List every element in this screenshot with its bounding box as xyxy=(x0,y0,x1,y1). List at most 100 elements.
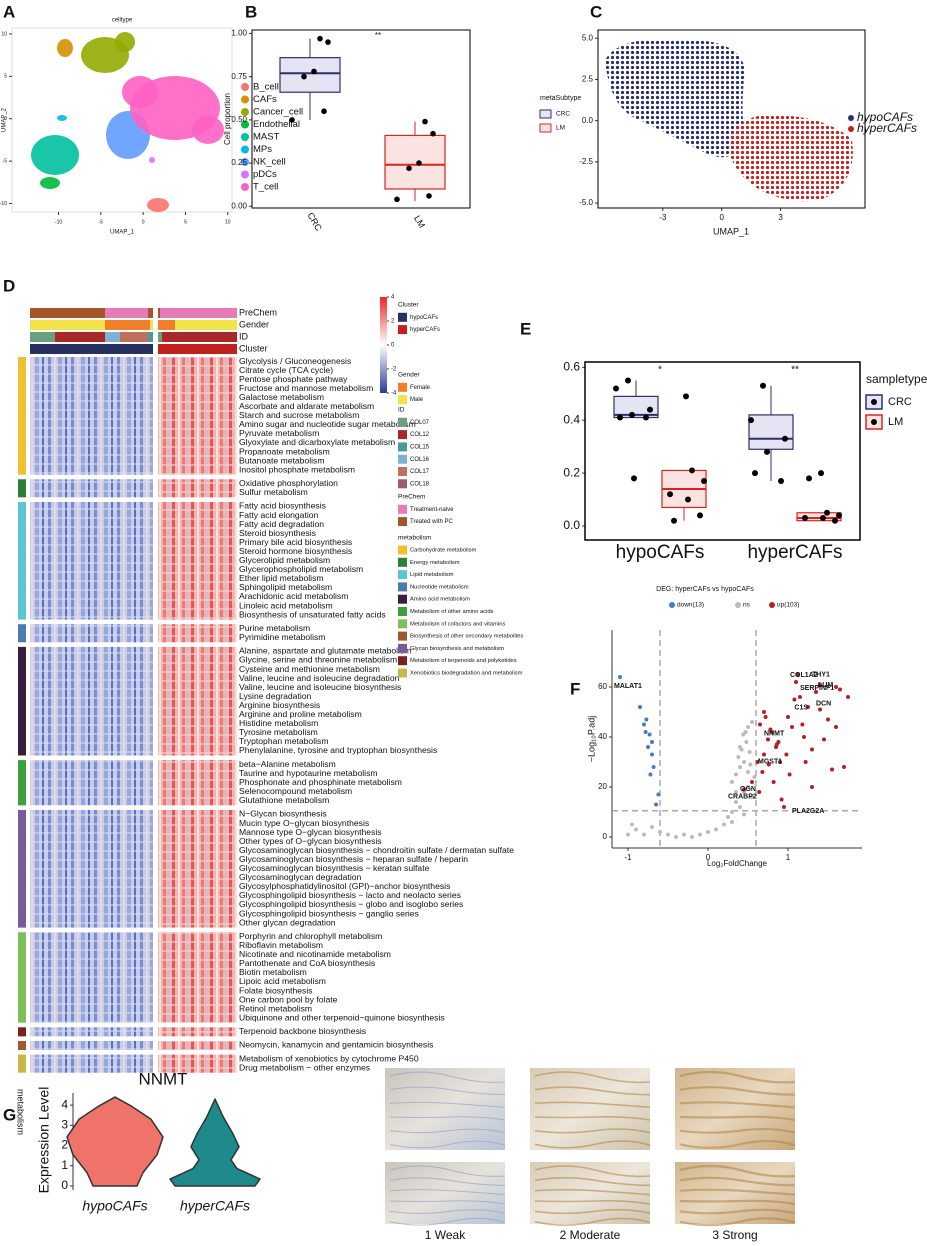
tissue-fiber xyxy=(389,1165,506,1177)
panel-letter: B xyxy=(245,2,257,21)
legend-label: COL12 xyxy=(410,432,430,438)
y-tick-label: 0.4 xyxy=(563,412,580,426)
point xyxy=(757,790,762,794)
violin xyxy=(169,1098,261,1187)
legend-swatch xyxy=(398,656,407,666)
point xyxy=(701,478,707,485)
x-tick-label: hypoCAFs xyxy=(82,1198,147,1214)
legend-label: ns xyxy=(743,602,751,609)
point xyxy=(734,800,738,804)
point xyxy=(806,705,810,709)
heat-block xyxy=(30,1040,153,1050)
row-label: Fatty acid biosynthesis xyxy=(239,501,326,511)
point xyxy=(800,722,805,727)
point xyxy=(651,765,656,769)
y-axis-label: UMAP_2 xyxy=(2,107,8,132)
point xyxy=(746,770,750,774)
point xyxy=(426,193,432,199)
tissue-fiber xyxy=(679,1101,796,1109)
panel-letter: E xyxy=(520,319,531,338)
legend-label: LM xyxy=(556,125,565,132)
point xyxy=(650,740,654,744)
point xyxy=(643,730,648,734)
panel-letter: A xyxy=(3,2,15,21)
point xyxy=(658,830,662,834)
row-label: Glycosylphosphatidylinositol (GPI)−ancho… xyxy=(239,881,450,891)
legend-swatch xyxy=(241,183,249,191)
point xyxy=(301,73,307,80)
legend-label: CAFs xyxy=(253,94,277,105)
legend-title: sampletype xyxy=(866,372,927,386)
track-segment xyxy=(158,344,237,354)
heat-block xyxy=(158,624,237,643)
row-label: Arginine biosynthesis xyxy=(239,700,320,710)
plot-frame xyxy=(584,361,861,541)
ihc-image xyxy=(675,1068,795,1150)
point xyxy=(730,820,734,824)
row-label: Glycine, serine and threonine metabolism xyxy=(239,655,397,665)
row-label: Starch and sucrose metabolism xyxy=(239,410,359,420)
x-tick-label: LM xyxy=(412,214,427,230)
row-label: Pantothenate and CoA biosynthesis xyxy=(239,958,375,968)
x-tick-label: -3 xyxy=(659,213,667,222)
tissue-fiber xyxy=(389,1209,506,1214)
track-segment xyxy=(158,308,160,318)
row-label: Alanine, aspartate and glutamate metabol… xyxy=(239,646,411,656)
track-segment xyxy=(158,320,175,330)
cluster xyxy=(115,32,135,52)
row-label: Amino sugar and nucleotide sugar metabol… xyxy=(239,419,416,429)
group-bar xyxy=(18,1054,26,1073)
point xyxy=(744,740,749,744)
point xyxy=(778,478,784,485)
gene-label: PLA2G2A xyxy=(792,808,824,815)
point xyxy=(650,752,654,757)
point xyxy=(758,722,762,727)
legend-swatch xyxy=(398,430,407,440)
y-axis-label: −Log₁₀P.adj xyxy=(586,716,596,762)
legend-label: Biosynthesis of other secondary metaboli… xyxy=(410,634,524,640)
point xyxy=(734,790,738,794)
legend-swatch xyxy=(241,158,249,166)
point xyxy=(416,160,422,166)
heat-block xyxy=(30,501,153,620)
point xyxy=(629,411,635,418)
point xyxy=(289,117,295,123)
legend-label: Metabolism of other amino acids xyxy=(410,609,494,615)
tissue-fiber xyxy=(679,1139,796,1149)
point xyxy=(741,732,746,737)
point xyxy=(311,68,317,75)
point xyxy=(626,832,630,837)
colorbar-label: -4 xyxy=(391,391,397,397)
legend-label: LM xyxy=(888,416,903,428)
legend-swatch xyxy=(735,602,741,608)
point xyxy=(642,832,646,837)
group-bar xyxy=(18,479,26,498)
point xyxy=(617,414,623,421)
point xyxy=(690,835,694,839)
cluster xyxy=(192,116,224,144)
legend-label: Cancer_cell xyxy=(253,107,303,118)
gene-label: MALAT1 xyxy=(614,683,642,690)
point xyxy=(834,685,838,689)
x-tick-label: hyperCAFs xyxy=(747,542,842,563)
point xyxy=(742,812,746,817)
point xyxy=(650,825,654,829)
point xyxy=(625,377,631,384)
legend-swatch xyxy=(398,643,407,653)
annotation: * xyxy=(658,365,662,376)
point xyxy=(697,512,703,519)
tissue-fiber xyxy=(679,1199,796,1206)
chart-title: NNMT xyxy=(138,1069,187,1088)
point xyxy=(790,725,794,729)
x-tick-label: 0 xyxy=(142,219,145,225)
point xyxy=(764,448,770,455)
y-tick-label: 60 xyxy=(598,682,607,691)
y-tick-label: 0 xyxy=(603,832,608,841)
gene-label: DCN xyxy=(816,700,831,707)
row-label: Linoleic acid metabolism xyxy=(239,600,333,610)
point xyxy=(752,775,757,779)
x-tick-label: -1 xyxy=(624,853,632,862)
colorbar xyxy=(380,297,387,393)
group-bar xyxy=(18,646,26,756)
point xyxy=(734,772,738,777)
